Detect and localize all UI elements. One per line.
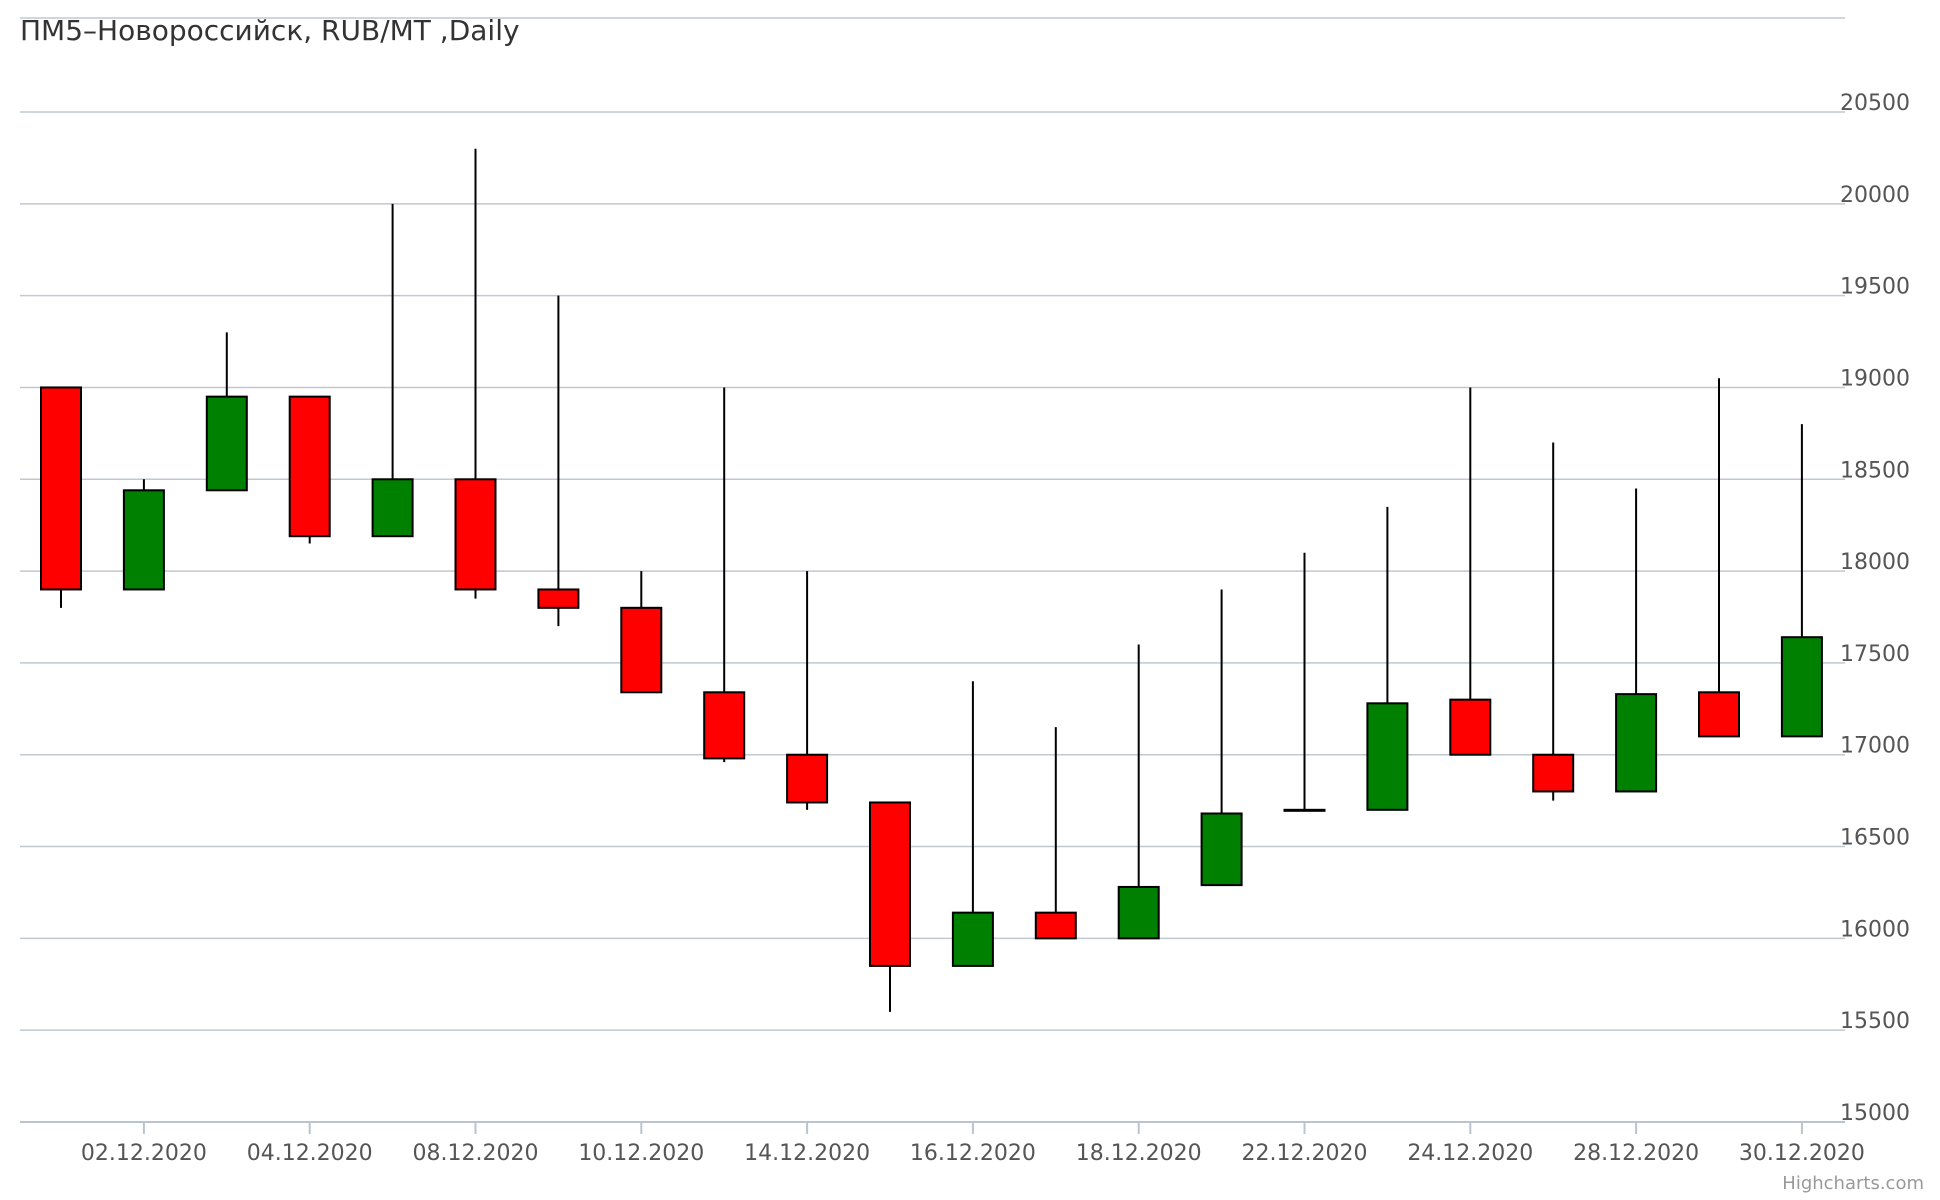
candle-body-up	[371, 478, 414, 538]
x-tick-label: 02.12.2020	[81, 1141, 207, 1166]
candle[interactable]	[1283, 552, 1326, 812]
y-tick-label: 20500	[1840, 91, 1910, 116]
y-tick-label: 20000	[1840, 183, 1910, 208]
candle[interactable]	[1200, 589, 1243, 887]
y-tick-label: 17500	[1840, 642, 1910, 667]
candle-body-up	[122, 489, 165, 591]
grid-lines	[20, 17, 1845, 1123]
credits-link[interactable]: Highcharts.com	[1782, 1173, 1924, 1194]
x-tick-label: 14.12.2020	[744, 1141, 870, 1166]
x-tick-label: 24.12.2020	[1407, 1141, 1533, 1166]
candle-body-up	[1366, 702, 1409, 811]
candle-body-down	[1698, 691, 1740, 738]
y-tick-label: 19500	[1840, 275, 1910, 300]
candle-body-down	[786, 753, 829, 804]
candle-body-down	[1532, 753, 1575, 793]
x-tick-label: 28.12.2020	[1573, 1141, 1699, 1166]
candle-body-down	[454, 478, 497, 591]
candle[interactable]	[454, 148, 497, 599]
candle-body-up	[1200, 812, 1243, 887]
x-tick-label: 04.12.2020	[247, 1141, 373, 1166]
x-tick-label: 10.12.2020	[578, 1141, 704, 1166]
candle[interactable]	[951, 681, 994, 967]
candles	[40, 148, 1823, 1012]
candle-body-up	[205, 395, 248, 492]
y-tick-label: 17000	[1840, 734, 1910, 759]
candle[interactable]	[371, 203, 414, 538]
x-tick-label: 30.12.2020	[1739, 1141, 1865, 1166]
candle-body-down	[537, 588, 580, 609]
chart-title: ПМ5–Новороссийск, RUB/MT ,Daily	[20, 14, 520, 47]
candle-body-up	[1117, 885, 1160, 940]
candle[interactable]	[786, 571, 829, 810]
candle[interactable]	[537, 295, 580, 627]
x-axis: 02.12.2020 04.12.2020 08.12.2020 10.12.2020…	[20, 1121, 1865, 1166]
candle-body-down	[703, 691, 746, 760]
candle-body-down	[620, 606, 663, 694]
candle[interactable]	[122, 479, 165, 591]
candle[interactable]	[288, 395, 331, 544]
candle-body-down	[869, 801, 911, 967]
candle[interactable]	[1117, 644, 1160, 940]
candle[interactable]	[1532, 442, 1575, 801]
candle-body-down	[288, 395, 331, 538]
candle[interactable]	[1698, 378, 1740, 738]
candle-body-up	[1283, 808, 1326, 812]
candle[interactable]	[205, 332, 248, 492]
y-tick-label: 18500	[1840, 458, 1910, 483]
candle[interactable]	[869, 801, 911, 1012]
candle[interactable]	[40, 386, 82, 608]
y-tick-label: 15000	[1840, 1101, 1910, 1126]
candle[interactable]	[1366, 506, 1409, 811]
candle-body-down	[1034, 911, 1077, 940]
candle-body-up	[1780, 636, 1823, 738]
y-tick-label: 16500	[1840, 826, 1910, 851]
x-tick-label: 22.12.2020	[1242, 1141, 1368, 1166]
candle-body-up	[951, 911, 994, 967]
candle[interactable]	[1034, 727, 1077, 940]
y-axis-labels: 15000 15500 16000 16500 17000 17500 18000 18500…	[1840, 91, 1910, 1126]
candle-body-up	[1615, 693, 1658, 793]
y-tick-label: 16000	[1840, 917, 1910, 942]
candle[interactable]	[1615, 488, 1658, 793]
candle[interactable]	[703, 387, 746, 763]
candle-body-down	[40, 386, 82, 591]
y-tick-label: 18000	[1840, 550, 1910, 575]
x-tick-label: 18.12.2020	[1076, 1141, 1202, 1166]
x-tick-label: 08.12.2020	[413, 1141, 539, 1166]
y-tick-label: 19000	[1840, 366, 1910, 391]
y-tick-label: 15500	[1840, 1009, 1910, 1034]
candle-body-down	[1449, 698, 1492, 756]
candle[interactable]	[1449, 387, 1492, 756]
candle[interactable]	[1780, 424, 1823, 738]
x-tick-label: 16.12.2020	[910, 1141, 1036, 1166]
candle[interactable]	[620, 571, 663, 694]
